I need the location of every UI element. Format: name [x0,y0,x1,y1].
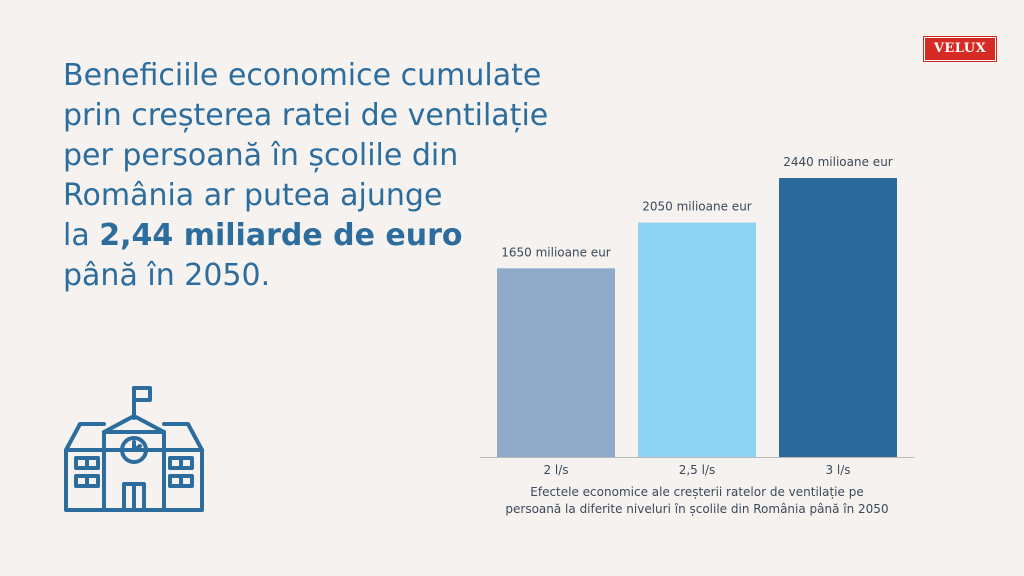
headline-line-3: per persoană în școlile din [63,138,459,173]
chart-caption-line-1: Efectele economice ale creșterii ratelor… [530,485,864,499]
chart-caption: Efectele economice ale creșterii ratelor… [480,484,914,518]
headline-line-5-prefix: la [63,218,100,253]
headline-line-4: România ar putea ajunge [63,178,443,213]
headline-line-6: până în 2050. [63,258,271,293]
x-tick-label-1: 2 l/s [543,463,568,477]
bar-3-value-label: 2440 milioane eur [783,155,893,169]
bar-1 [497,268,615,457]
bar-2-value-label: 2050 milioane eur [642,200,752,214]
headline: Beneficiile economice cumulate prin creș… [63,56,623,296]
school-building-icon [64,386,204,512]
headline-line-2: prin creșterea ratei de ventilație [63,98,549,133]
headline-line-5: la 2,44 miliarde de euro [63,216,623,256]
x-tick-label-3: 3 l/s [825,463,850,477]
headline-highlight: 2,44 miliarde de euro [99,218,463,253]
bar-chart: 1650 milioane eur 2 l/s 2050 milioane eur 2… [480,155,914,477]
bar-3 [779,178,897,457]
bar-1-value-label: 1650 milioane eur [501,245,611,259]
headline-line-1: Beneficiile economice cumulate [63,58,542,93]
bar-2 [638,222,756,457]
chart-caption-line-2: persoană la diferite niveluri în școlile… [505,502,889,516]
x-tick-label-2: 2,5 l/s [679,463,716,477]
velux-logo: VELUX [924,37,996,61]
